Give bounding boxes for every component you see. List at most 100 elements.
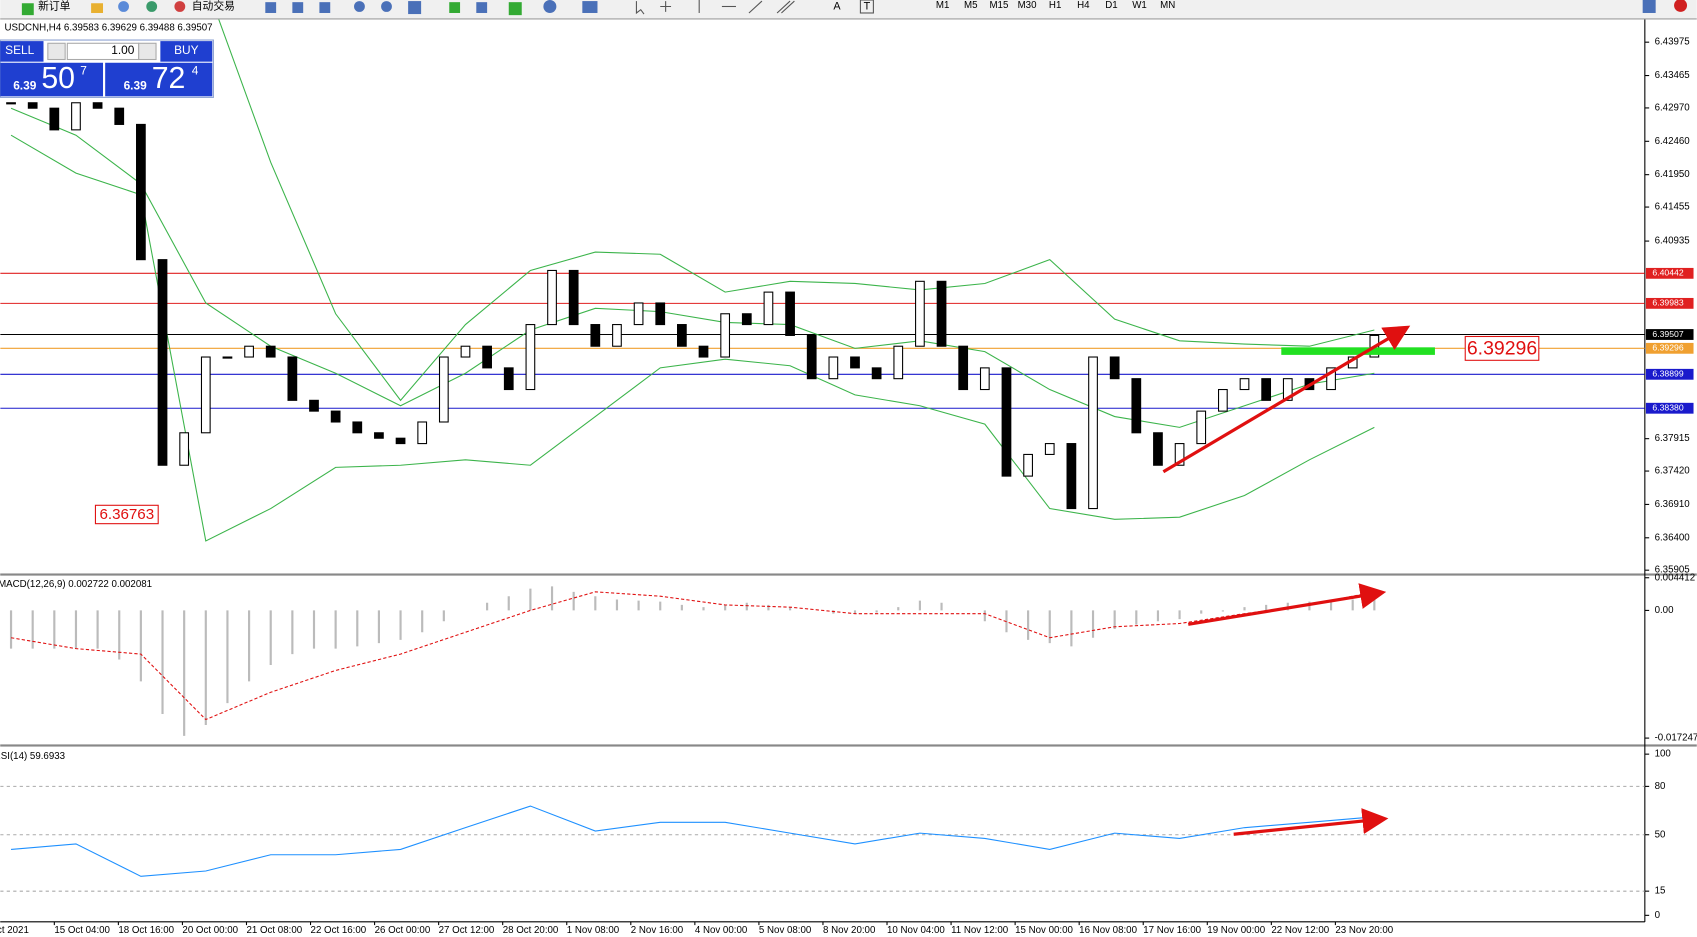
candle	[1109, 356, 1120, 380]
zoom-in[interactable]	[354, 1, 365, 12]
buy-button[interactable]	[160, 41, 213, 62]
ask-pips: 72	[152, 62, 186, 95]
new-order-button[interactable]: 新订单	[38, 0, 71, 12]
candle	[71, 102, 81, 131]
candle	[179, 432, 190, 466]
ask-box[interactable]	[105, 62, 213, 97]
bid-box[interactable]	[0, 62, 104, 97]
y-tick-label: 6.43465	[1655, 70, 1690, 81]
y-tick-label: 6.41950	[1655, 169, 1691, 180]
y-tick-label: 6.37915	[1655, 433, 1690, 444]
candle	[1217, 388, 1228, 412]
x-tick-label: 17 Nov 16:00	[1143, 925, 1201, 936]
candle	[503, 367, 514, 391]
candle	[6, 102, 16, 105]
candle	[1261, 378, 1272, 401]
x-tick-label: 22 Oct 16:00	[311, 925, 367, 936]
candle	[309, 399, 319, 412]
y-tick-label: 0	[1655, 910, 1661, 921]
rsi-arrow	[1233, 808, 1389, 836]
period-button[interactable]: D1	[1105, 0, 1117, 11]
candle	[677, 324, 687, 347]
period-button[interactable]: W1	[1132, 0, 1147, 11]
auto-trading-icon[interactable]	[174, 1, 186, 12]
lot-decrease[interactable]	[47, 42, 66, 61]
period-button[interactable]: M30	[1018, 0, 1038, 11]
y-tick-label: 50	[1655, 829, 1666, 840]
period-button[interactable]: M15	[989, 0, 1008, 11]
label-tool[interactable]: T	[864, 0, 871, 12]
bid-big: 6.39	[13, 79, 37, 93]
sell-label: SELL	[5, 43, 34, 57]
cursor-tool[interactable]	[635, 1, 645, 15]
ask-big: 6.39	[124, 79, 148, 93]
candle	[720, 313, 731, 358]
macd-arrow	[1187, 583, 1387, 626]
toolbar-icon[interactable]	[319, 2, 331, 13]
price-level-label: 6.38380	[1652, 403, 1683, 413]
toolbar-icons	[265, 0, 598, 16]
period-button[interactable]: H1	[1049, 0, 1061, 11]
candle	[612, 324, 622, 347]
new-order-icon[interactable]	[21, 3, 34, 16]
price-level-label: 6.39507	[1652, 329, 1683, 339]
zoom-out[interactable]	[381, 1, 392, 12]
period-button[interactable]: MN	[1160, 0, 1175, 11]
y-tick-label: 0.004412	[1655, 572, 1696, 583]
target-zone	[1281, 347, 1435, 355]
trendline-tool[interactable]	[748, 0, 763, 14]
indicators[interactable]	[508, 2, 522, 16]
pane-separator	[0, 573, 1697, 576]
macd-label: MACD(12,26,9) 0.002722 0.002081	[0, 579, 152, 590]
candle	[352, 421, 363, 434]
toolbar-icon[interactable]	[265, 2, 277, 13]
y-tick-label: 100	[1655, 749, 1672, 760]
toolbar-icon[interactable]	[476, 2, 488, 13]
channel-tool[interactable]	[776, 0, 795, 14]
period-button[interactable]: M1	[936, 0, 950, 11]
candle	[244, 345, 254, 358]
y-tick-label: 6.35905	[1655, 565, 1690, 576]
x-tick-label: 1 Nov 08:00	[567, 925, 620, 936]
templates[interactable]	[582, 1, 598, 13]
candle	[482, 345, 492, 369]
ask-point: 4	[192, 64, 199, 78]
x-tick-label: 27 Oct 12:00	[439, 925, 495, 936]
candle	[1131, 378, 1142, 434]
candle	[568, 269, 579, 326]
macd-signal	[10, 591, 1375, 721]
text-tool[interactable]: A	[833, 0, 841, 12]
x-tick-label: 11 Nov 12:00	[951, 925, 1009, 936]
chart-header: USDCNH,H4 6.39583 6.39629 6.39488 6.3950…	[5, 23, 213, 34]
period-button[interactable]: H4	[1077, 0, 1090, 11]
candle	[1044, 443, 1055, 455]
candle	[741, 313, 752, 326]
y-tick-label: 6.41455	[1655, 202, 1690, 213]
periods-menu[interactable]	[543, 0, 557, 13]
x-tick-label: 10 Nov 04:00	[887, 925, 945, 936]
auto-trading-button[interactable]: 自动交易	[192, 0, 235, 12]
search-icon[interactable]	[1642, 0, 1656, 13]
toolbar-icon[interactable]	[449, 2, 461, 13]
notification-icon[interactable]	[1674, 0, 1688, 12]
tile-windows[interactable]	[408, 1, 422, 15]
sell-button[interactable]	[0, 41, 44, 62]
y-tick-label: 6.43975	[1655, 37, 1690, 48]
price-level-label: 6.39983	[1652, 298, 1683, 308]
candle	[915, 280, 925, 347]
toolbar-icon[interactable]	[146, 1, 158, 12]
toolbar-icon[interactable]	[118, 1, 129, 12]
rsi-label: RSI(14) 59.6933	[0, 751, 65, 762]
period-button[interactable]: M5	[964, 0, 978, 11]
lot-increase[interactable]	[138, 42, 157, 61]
candle	[936, 280, 947, 347]
crosshair-tool[interactable]	[660, 1, 672, 12]
toolbar-icon[interactable]	[91, 3, 104, 13]
candle	[958, 345, 969, 391]
low-note-box	[94, 504, 159, 525]
bollinger-middle	[10, 107, 1375, 428]
toolbar-icon[interactable]	[292, 2, 304, 13]
candle	[979, 367, 990, 391]
main-chart	[0, 19, 1645, 542]
